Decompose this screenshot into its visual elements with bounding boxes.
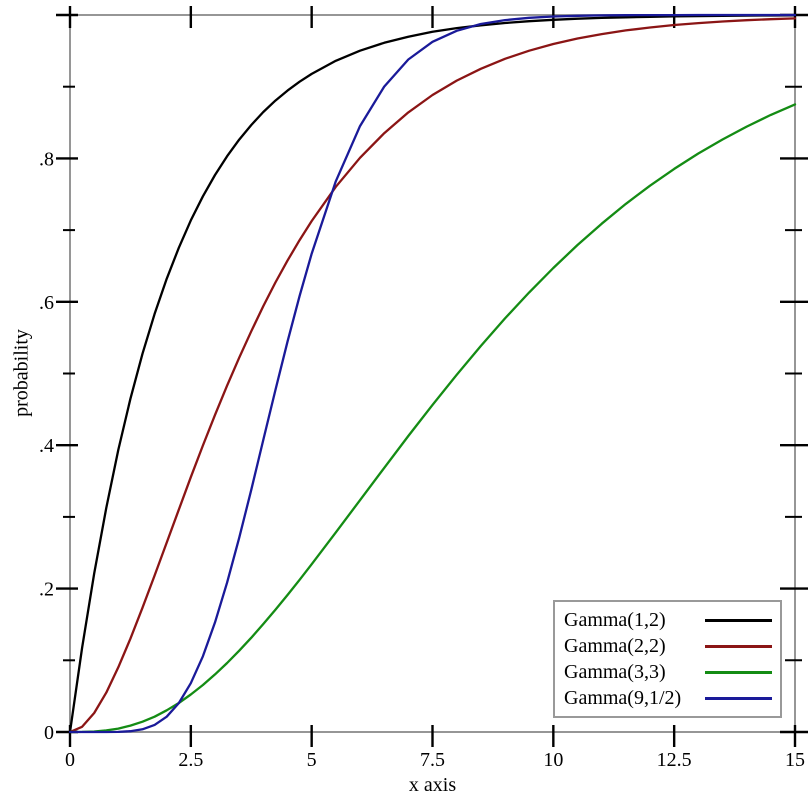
legend-line-sample — [705, 618, 772, 622]
legend-label: Gamma(2,2) — [564, 634, 666, 657]
x-tick-label: 10 — [543, 749, 563, 771]
x-tick-label: 0 — [65, 749, 75, 771]
curve-gamma-2-2 — [68, 17, 797, 734]
legend-item: Gamma(3,3) — [564, 661, 772, 684]
y-tick-label: .6 — [39, 292, 54, 314]
legend: Gamma(1,2) Gamma(2,2) Gamma(3,3) Gamma(9… — [553, 600, 782, 718]
legend-item: Gamma(1,2) — [564, 609, 772, 632]
y-tick-label: .2 — [39, 579, 54, 601]
legend-line-sample — [705, 670, 772, 674]
legend-label: Gamma(1,2) — [564, 608, 666, 631]
curve-gamma-1-2 — [68, 14, 797, 734]
x-tick-label: 15 — [785, 749, 805, 771]
y-tick-label: .4 — [39, 435, 54, 457]
curve-gamma-3-3 — [68, 103, 797, 734]
x-tick-label: 7.5 — [420, 749, 445, 771]
x-axis-title: x axis — [408, 774, 457, 796]
curve-gamma-9-1-2 — [68, 13, 797, 734]
x-tick-label: 12.5 — [657, 749, 692, 771]
legend-item: Gamma(2,2) — [564, 635, 772, 658]
legend-line-sample — [705, 644, 772, 648]
legend-item: Gamma(9,1/2) — [564, 687, 772, 710]
x-tick-label: 2.5 — [178, 749, 203, 771]
legend-label: Gamma(3,3) — [564, 660, 666, 683]
x-tick-label: 5 — [307, 749, 317, 771]
y-tick-label: .8 — [39, 148, 54, 170]
y-tick-label: 0 — [44, 722, 54, 744]
legend-line-sample — [705, 696, 772, 700]
y-axis-title: probability — [10, 329, 33, 417]
legend-label: Gamma(9,1/2) — [564, 686, 682, 709]
